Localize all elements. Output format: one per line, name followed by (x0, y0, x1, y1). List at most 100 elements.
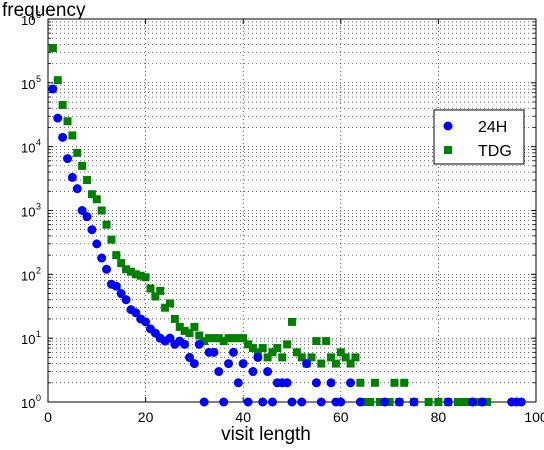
data-point-24h (311, 378, 321, 388)
data-point-24h (116, 289, 126, 299)
data-point-24h (516, 397, 526, 407)
y-tick-label: 10 (21, 268, 35, 283)
data-point-tdg (375, 398, 384, 406)
y-tick-exponent: 2 (36, 265, 41, 275)
data-point-tdg (356, 378, 365, 387)
data-point-24h (302, 359, 312, 369)
data-point-tdg (370, 378, 379, 387)
data-point-tdg (322, 337, 331, 346)
data-point-tdg (126, 267, 135, 276)
data-point-24h (297, 397, 307, 407)
data-point-24h (102, 264, 112, 274)
data-point-tdg (151, 292, 160, 301)
data-point-tdg (385, 398, 394, 406)
data-point-tdg (161, 303, 170, 312)
data-point-tdg (463, 398, 472, 406)
data-point-24h (92, 239, 102, 249)
data-point-24h (209, 347, 219, 357)
data-point-tdg (175, 322, 184, 331)
data-point-tdg (244, 340, 253, 349)
data-point-24h (180, 339, 190, 349)
data-point-tdg (317, 359, 326, 368)
legend (433, 109, 525, 165)
data-point-tdg (307, 353, 316, 362)
data-point-tdg (366, 398, 375, 406)
data-point-24h (111, 281, 121, 291)
data-point-tdg (92, 195, 101, 204)
y-tick-exponent: 4 (36, 138, 41, 148)
data-point-24h (72, 184, 82, 194)
legend-marker-24h (443, 121, 453, 131)
data-point-tdg (48, 44, 57, 53)
data-point-24h (87, 225, 97, 235)
x-tick-label: 40 (235, 409, 251, 425)
data-point-tdg (234, 334, 243, 343)
data-point-tdg (63, 117, 72, 126)
data-point-24h (48, 84, 58, 94)
data-point-tdg (205, 334, 214, 343)
data-point-24h (185, 352, 195, 362)
data-point-tdg (297, 353, 306, 362)
data-point-tdg (185, 329, 194, 338)
data-point-tdg (258, 344, 267, 353)
data-point-tdg (239, 334, 248, 343)
data-point-24h (238, 359, 248, 369)
data-point-tdg (170, 314, 179, 323)
data-point-tdg (336, 348, 345, 357)
data-point-tdg (83, 176, 92, 185)
data-point-24h (477, 397, 487, 407)
data-point-tdg (122, 265, 131, 274)
data-point-tdg (53, 76, 62, 85)
data-point-24h (394, 397, 404, 407)
y-tick-label: 10 (21, 205, 35, 220)
data-point-tdg (483, 398, 492, 406)
data-point-tdg (200, 337, 209, 346)
data-point-tdg (78, 161, 87, 170)
data-point-24h (380, 397, 390, 407)
data-point-tdg (102, 220, 111, 229)
data-point-tdg (229, 334, 238, 343)
data-point-24h (336, 397, 346, 407)
data-point-24h (228, 347, 238, 357)
data-point-tdg (473, 398, 482, 406)
data-point-tdg (73, 148, 82, 157)
data-point-tdg (453, 398, 462, 406)
data-point-24h (214, 367, 224, 377)
data-point-tdg (292, 348, 301, 357)
data-point-24h (189, 359, 199, 369)
y-tick-exponent: 6 (36, 10, 41, 20)
data-point-24h (282, 378, 292, 388)
data-point-24h (77, 206, 87, 215)
data-point-tdg (136, 271, 145, 280)
data-point-24h (224, 359, 234, 369)
data-point-tdg (209, 334, 218, 343)
data-point-tdg (424, 398, 433, 406)
data-point-tdg (87, 190, 96, 199)
y-tick-label: 10 (21, 396, 35, 411)
data-point-tdg (117, 259, 126, 268)
data-point-24h (468, 397, 478, 407)
data-point-tdg (68, 131, 77, 140)
data-point-tdg (263, 353, 272, 362)
data-point-tdg (107, 235, 116, 244)
x-tick-label: 20 (138, 409, 154, 425)
data-point-tdg (219, 337, 228, 346)
data-point-24h (82, 212, 92, 222)
data-point-tdg (195, 331, 204, 340)
legend-label-tdg: TDG (478, 143, 512, 160)
x-axis-label: visit length (221, 424, 311, 445)
data-point-24h (97, 253, 107, 263)
legend-marker-tdg (444, 146, 452, 154)
data-point-24h (248, 367, 258, 377)
data-point-24h (63, 154, 73, 164)
legend-label-24h: 24H (478, 119, 507, 136)
data-point-tdg (58, 100, 67, 109)
data-point-tdg (331, 359, 340, 368)
data-point-24h (316, 397, 326, 407)
data-point-24h (409, 397, 419, 407)
data-point-24h (219, 397, 229, 407)
data-point-24h (165, 333, 175, 343)
data-point-24h (443, 397, 453, 407)
y-tick-label: 10 (21, 77, 35, 92)
